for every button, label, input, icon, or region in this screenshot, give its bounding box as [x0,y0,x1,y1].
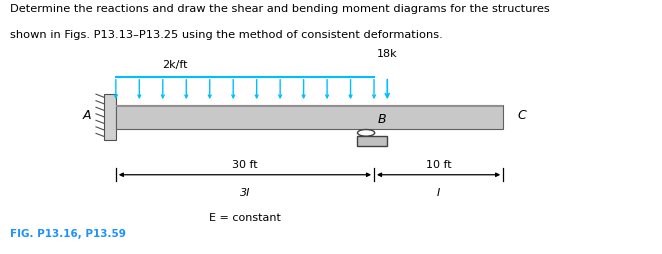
Bar [357,136,387,146]
Text: B: B [377,113,386,126]
Text: 18k: 18k [377,49,398,59]
Text: 10 ft: 10 ft [426,160,451,170]
Bar [116,105,503,129]
Text: A: A [83,109,91,122]
Text: shown in Figs. P13.13–P13.25 using the method of consistent deformations.: shown in Figs. P13.13–P13.25 using the m… [10,30,443,40]
Text: Determine the reactions and draw the shear and bending moment diagrams for the s: Determine the reactions and draw the she… [10,4,549,14]
Text: C: C [518,109,526,122]
Text: 2k/ft: 2k/ft [162,60,188,70]
Bar [104,94,116,140]
Text: I: I [437,187,440,198]
Text: FIG. P13.16, P13.59: FIG. P13.16, P13.59 [10,229,126,239]
Circle shape [357,130,375,136]
Text: 3I: 3I [240,187,250,198]
Text: 30 ft: 30 ft [232,160,258,170]
Text: E = constant: E = constant [209,213,281,223]
Bar [116,105,503,107]
